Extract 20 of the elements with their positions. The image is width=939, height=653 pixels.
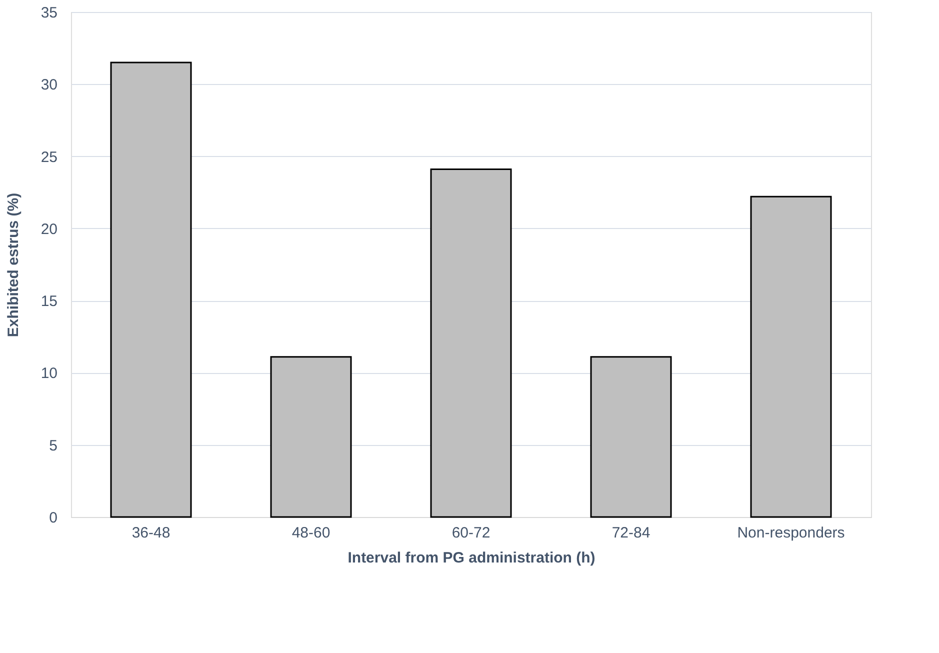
x-tick-label: Non-responders (737, 524, 845, 542)
bar (110, 62, 192, 518)
y-tick-label: 30 (40, 76, 58, 94)
bar (590, 356, 672, 518)
x-tick-label: 60-72 (452, 524, 490, 542)
x-tick-label: 36-48 (132, 524, 170, 542)
bar (750, 196, 832, 518)
y-tick-label: 10 (40, 365, 58, 382)
y-tick-label: 20 (40, 220, 58, 238)
y-tick-label: 25 (40, 148, 58, 166)
y-tick-label: 15 (40, 293, 58, 310)
x-axis-title: Interval from PG administration (h) (348, 550, 596, 566)
y-tick-label: 0 (49, 510, 58, 526)
y-axis-title: Exhibited estrus (%) (4, 192, 22, 338)
x-tick-label: 48-60 (292, 524, 330, 542)
y-tick-label: 5 (49, 437, 58, 454)
bar (430, 168, 512, 518)
y-tick-label: 35 (40, 4, 58, 22)
bar (270, 356, 352, 518)
x-tick-label: 72-84 (612, 524, 650, 542)
